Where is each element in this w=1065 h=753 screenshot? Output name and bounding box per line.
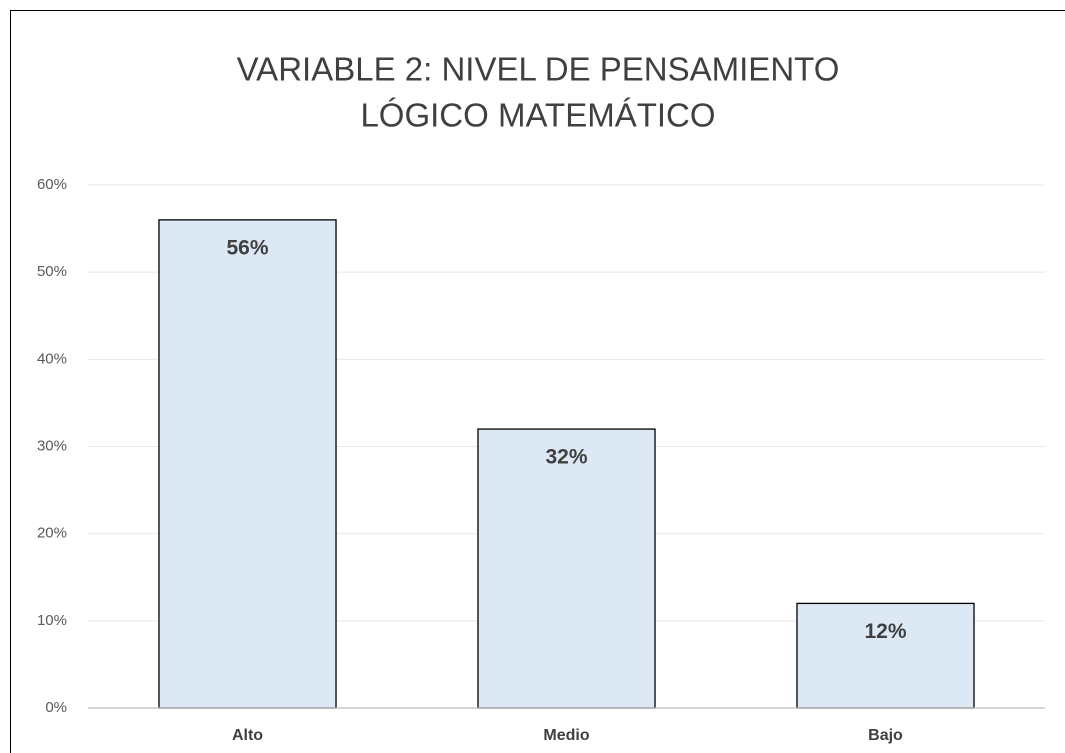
y-tick-label: 10% [37,612,67,629]
data-label: 56% [226,236,268,259]
y-tick-label: 60% [37,176,67,193]
data-label: 12% [864,620,906,643]
y-tick-label: 40% [37,350,67,367]
bar [158,219,337,709]
bar [477,428,656,709]
y-tick-label: 50% [37,263,67,280]
y-tick-label: 20% [37,525,67,542]
chart-title: LÓGICO MATEMÁTICO [360,97,715,134]
x-tick-label: Bajo [868,727,903,744]
y-tick-label: 0% [45,699,67,716]
x-tick-label: Alto [232,727,263,744]
chart-title: VARIABLE 2: NIVEL DE PENSAMIENTO [237,51,840,88]
bar [796,602,975,709]
y-tick-label: 30% [37,437,67,454]
data-label: 32% [545,446,587,469]
x-tick-label: Medio [543,727,589,744]
